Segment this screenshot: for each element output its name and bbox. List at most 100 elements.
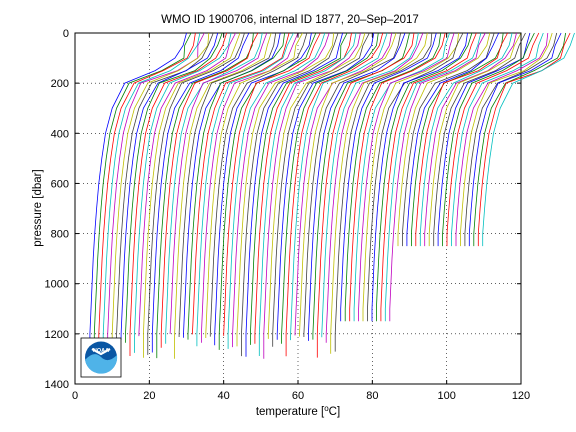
y-tick-label: 600 xyxy=(51,178,69,190)
x-tick-label: 80 xyxy=(366,390,378,402)
temperature-profile xyxy=(375,32,473,322)
noaa-logo-icon: NOAA xyxy=(80,337,122,378)
temperature-profile xyxy=(183,32,281,338)
temperature-profile xyxy=(134,32,232,353)
y-tick-label: 200 xyxy=(51,78,69,90)
profiles xyxy=(89,32,575,359)
temperature-profile xyxy=(410,32,504,247)
temperature-profile xyxy=(187,32,285,340)
temperature-profile xyxy=(98,32,196,341)
temperature-profile xyxy=(249,32,348,345)
temperature-profile xyxy=(258,32,357,356)
x-axis-ticks: 0 20 40 60 80 100 120 xyxy=(72,33,530,402)
noaa-logo-text: NOAA xyxy=(93,348,109,354)
temperature-profile xyxy=(294,32,393,336)
temperature-profile xyxy=(111,32,210,345)
temperature-profile xyxy=(102,32,201,340)
temperature-profile xyxy=(209,32,308,337)
temperature-profile xyxy=(349,32,446,322)
temperature-profile xyxy=(285,32,384,357)
temperature-profile xyxy=(358,32,455,322)
temperature-profile xyxy=(397,32,491,247)
temperature-profile xyxy=(200,32,299,343)
temperature-profile xyxy=(218,32,317,350)
x-tick-label: 0 xyxy=(72,390,78,402)
x-axis-label: temperature [oC] xyxy=(256,404,340,418)
temperature-profile xyxy=(464,32,558,247)
x-tick-label: 100 xyxy=(437,390,455,402)
temperature-profile xyxy=(380,32,477,322)
temperature-profile xyxy=(406,32,500,247)
temperature-profile xyxy=(415,32,508,247)
temperature-profile xyxy=(236,32,335,347)
temperature-profile xyxy=(116,32,214,351)
temperature-profile xyxy=(165,32,263,344)
temperature-profile xyxy=(214,32,312,346)
temperature-profile xyxy=(129,32,227,356)
temperature-profile xyxy=(451,32,544,247)
temperature-profile xyxy=(299,32,397,337)
temperature-profile xyxy=(276,32,375,340)
temperature-profile xyxy=(468,32,562,247)
temperature-profile xyxy=(473,32,566,247)
temperature-profile xyxy=(367,32,464,322)
temperature-profile xyxy=(428,32,522,247)
chart-title: WMO ID 1900706, internal ID 1877, 20–Sep… xyxy=(161,14,419,26)
temperature-profile xyxy=(138,32,236,337)
y-tick-label: 0 xyxy=(63,28,69,40)
y-axis-label: pressure [dbar] xyxy=(32,169,44,246)
temperature-profile xyxy=(151,32,250,353)
temperature-profile xyxy=(232,32,330,348)
temperature-profile xyxy=(389,32,486,322)
temperature-profile xyxy=(272,32,370,347)
temperature-profile xyxy=(340,32,437,322)
temperature-profile xyxy=(353,32,450,322)
temperature-profile xyxy=(120,32,219,340)
temperature-profile xyxy=(227,32,326,349)
x-tick-label: 60 xyxy=(292,390,304,402)
temperature-profile xyxy=(344,32,442,322)
temperature-profile xyxy=(223,32,321,336)
y-tick-label: 800 xyxy=(51,229,69,241)
temperature-profile xyxy=(371,32,468,322)
temperature-profile xyxy=(446,32,540,247)
x-tick-label: 20 xyxy=(143,390,155,402)
temperature-profile xyxy=(433,32,526,247)
temperature-profile xyxy=(442,32,535,247)
temperature-profile xyxy=(191,32,290,335)
temperature-profile xyxy=(455,32,549,247)
temperature-profile xyxy=(334,32,433,352)
temperature-profile xyxy=(142,32,241,358)
temperature-profile xyxy=(459,32,553,247)
temperature-profile xyxy=(125,32,223,343)
temperature-profile xyxy=(321,32,419,338)
temperature-profile xyxy=(147,32,245,355)
x-tick-label: 120 xyxy=(512,390,530,402)
temperature-profile xyxy=(330,32,428,354)
temperature-profile xyxy=(362,32,459,322)
temperature-profile xyxy=(196,32,294,347)
y-axis-ticks: 0 200 400 600 800 1000 1200 1400 xyxy=(45,28,521,391)
y-tick-label: 400 xyxy=(51,128,69,140)
grid xyxy=(75,33,521,384)
temperature-profile xyxy=(267,32,366,339)
temperature-profile xyxy=(303,32,401,337)
x-tick-label: 40 xyxy=(218,390,230,402)
temperature-profile xyxy=(241,32,339,357)
y-tick-label: 1200 xyxy=(45,329,69,341)
temperature-profile xyxy=(307,32,406,341)
temperature-profile xyxy=(384,32,482,322)
temperature-profile xyxy=(424,32,517,247)
temperature-profile xyxy=(325,32,424,343)
temperature-profile xyxy=(419,32,513,247)
temperature-profile xyxy=(263,32,361,359)
temperature-profile xyxy=(156,32,254,359)
temperature-profile xyxy=(89,32,187,347)
temperature-profile xyxy=(254,32,352,344)
temperature-profile xyxy=(245,32,343,357)
temperature-profile xyxy=(401,32,495,247)
temperature-profile xyxy=(174,32,272,359)
y-tick-label: 1400 xyxy=(45,379,69,391)
temperature-profile xyxy=(178,32,277,337)
